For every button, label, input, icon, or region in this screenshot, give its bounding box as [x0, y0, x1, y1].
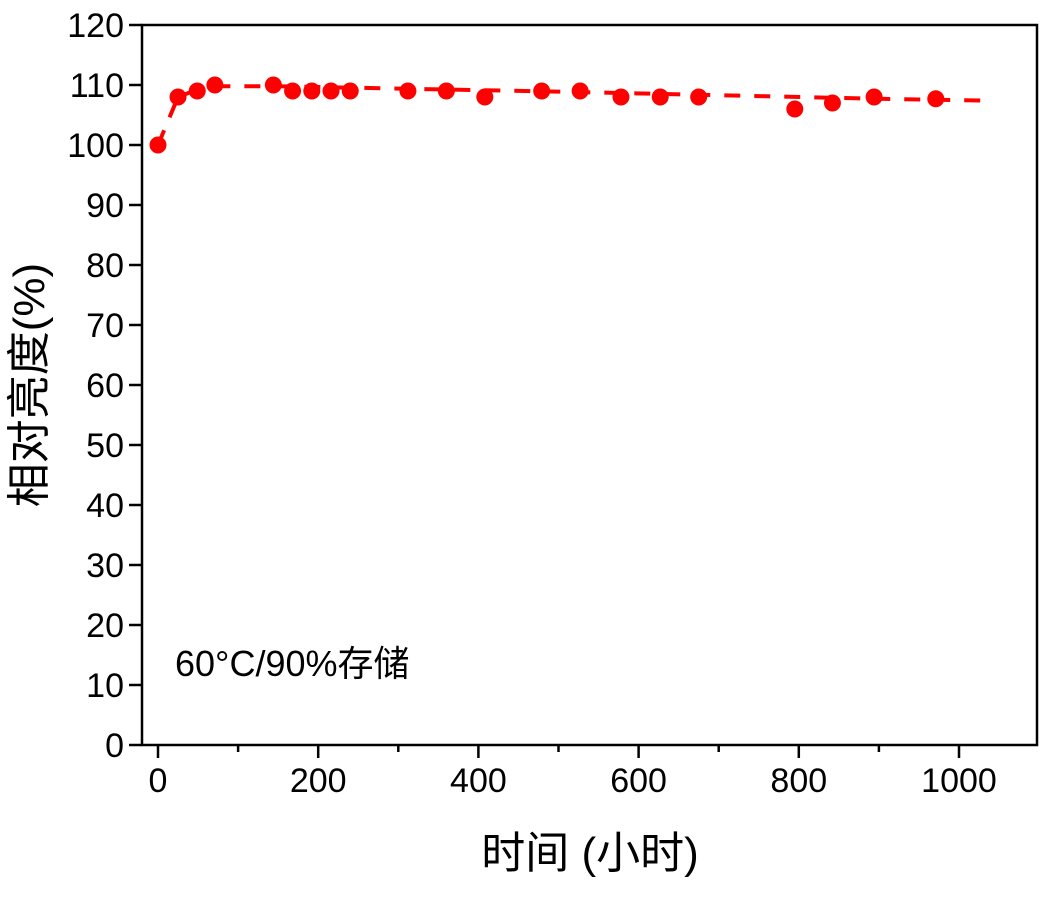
y-tick-label: 40	[86, 487, 124, 525]
data-point	[284, 82, 302, 100]
y-tick-label: 120	[67, 7, 124, 45]
data-point	[571, 82, 589, 100]
data-point	[476, 88, 494, 106]
y-tick-label: 80	[86, 247, 124, 285]
x-tick-label: 800	[770, 762, 827, 800]
plot-frame	[140, 23, 1039, 747]
y-tick-label: 30	[86, 547, 124, 585]
y-tick-label: 110	[70, 67, 124, 105]
y-tick-label: 60	[86, 367, 124, 405]
data-point	[341, 82, 359, 100]
data-point	[437, 82, 455, 100]
data-point	[865, 88, 883, 106]
x-tick-label: 1000	[921, 762, 997, 800]
data-point	[927, 90, 945, 108]
data-point	[322, 82, 340, 100]
x-axis-label: 时间 (小时)	[481, 829, 699, 878]
data-point	[612, 88, 630, 106]
data-point	[303, 82, 321, 100]
x-tick-label: 600	[610, 762, 667, 800]
data-point	[149, 136, 167, 154]
y-tick-label: 10	[86, 667, 124, 705]
x-tick-label: 400	[450, 762, 507, 800]
data-point	[786, 100, 804, 118]
data-point	[533, 82, 551, 100]
data-point	[651, 88, 669, 106]
y-tick-label: 20	[86, 607, 124, 645]
data-point	[188, 82, 206, 100]
data-point	[823, 94, 841, 112]
data-point	[169, 88, 187, 106]
y-tick-label: 90	[86, 187, 124, 225]
y-tick-label: 70	[86, 307, 124, 345]
data-point	[690, 88, 708, 106]
x-tick-label: 200	[290, 762, 347, 800]
data-point	[264, 76, 282, 94]
x-tick-label: 0	[149, 762, 168, 800]
y-tick-label: 50	[86, 427, 124, 465]
annotation: 60°C/90%存储	[175, 643, 410, 684]
y-tick-label: 100	[67, 127, 124, 165]
y-axis-label: 相对亮度(%)	[5, 263, 54, 507]
data-point	[399, 82, 417, 100]
fit-line	[156, 84, 988, 146]
y-tick-label: 0	[105, 727, 124, 765]
data-point	[206, 76, 224, 94]
